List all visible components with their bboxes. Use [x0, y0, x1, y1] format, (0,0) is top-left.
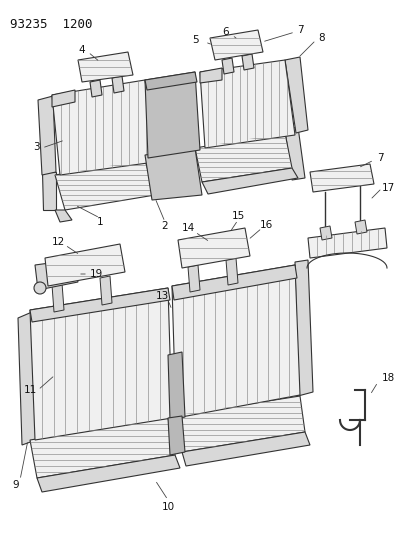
Polygon shape	[307, 228, 386, 258]
Polygon shape	[145, 148, 202, 200]
Polygon shape	[294, 260, 312, 396]
Polygon shape	[52, 283, 64, 312]
Text: 12: 12	[51, 237, 64, 247]
Polygon shape	[90, 80, 102, 97]
Polygon shape	[168, 352, 185, 420]
Polygon shape	[319, 226, 331, 240]
Polygon shape	[37, 455, 180, 492]
Text: 18: 18	[380, 373, 394, 383]
Polygon shape	[100, 276, 112, 305]
Polygon shape	[202, 168, 297, 194]
Polygon shape	[30, 288, 170, 322]
Polygon shape	[42, 172, 56, 210]
Text: 17: 17	[380, 183, 394, 193]
Polygon shape	[45, 244, 125, 286]
Text: 6: 6	[222, 27, 229, 37]
Text: 10: 10	[161, 502, 174, 512]
Polygon shape	[35, 260, 78, 290]
Polygon shape	[145, 72, 197, 90]
Text: 5: 5	[192, 35, 199, 45]
Text: 15: 15	[231, 211, 244, 221]
Polygon shape	[178, 396, 304, 452]
Polygon shape	[18, 312, 36, 445]
Polygon shape	[171, 265, 299, 418]
Polygon shape	[242, 54, 254, 70]
Text: 7: 7	[376, 153, 382, 163]
Polygon shape	[38, 96, 56, 175]
Text: 1: 1	[97, 217, 103, 227]
Polygon shape	[112, 76, 124, 93]
Polygon shape	[309, 164, 373, 192]
Polygon shape	[78, 52, 133, 82]
Polygon shape	[171, 265, 296, 300]
Text: 3: 3	[33, 142, 39, 152]
Text: 93235  1200: 93235 1200	[10, 18, 92, 31]
Text: 9: 9	[13, 480, 19, 490]
Text: 14: 14	[181, 223, 194, 233]
Text: 11: 11	[23, 385, 36, 395]
Ellipse shape	[34, 282, 46, 294]
Polygon shape	[52, 90, 75, 107]
Polygon shape	[30, 418, 175, 478]
Polygon shape	[145, 72, 199, 158]
Polygon shape	[55, 210, 72, 222]
Polygon shape	[55, 160, 154, 210]
Polygon shape	[284, 57, 307, 133]
Polygon shape	[52, 80, 154, 175]
Text: 7: 7	[296, 25, 303, 35]
Polygon shape	[209, 30, 262, 60]
Polygon shape	[30, 288, 171, 440]
Text: 4: 4	[78, 45, 85, 55]
Polygon shape	[199, 60, 294, 148]
Text: 8: 8	[318, 33, 325, 43]
Text: 2: 2	[161, 221, 168, 231]
Text: 19: 19	[89, 269, 102, 279]
Polygon shape	[284, 127, 304, 180]
Text: 13: 13	[155, 291, 168, 301]
Polygon shape	[188, 265, 199, 292]
Polygon shape	[178, 228, 249, 268]
Polygon shape	[195, 133, 291, 182]
Polygon shape	[168, 416, 185, 455]
Polygon shape	[199, 68, 221, 83]
Polygon shape	[354, 220, 366, 234]
Polygon shape	[182, 432, 309, 466]
Polygon shape	[221, 58, 233, 74]
Text: 16: 16	[259, 220, 272, 230]
Polygon shape	[225, 258, 237, 285]
